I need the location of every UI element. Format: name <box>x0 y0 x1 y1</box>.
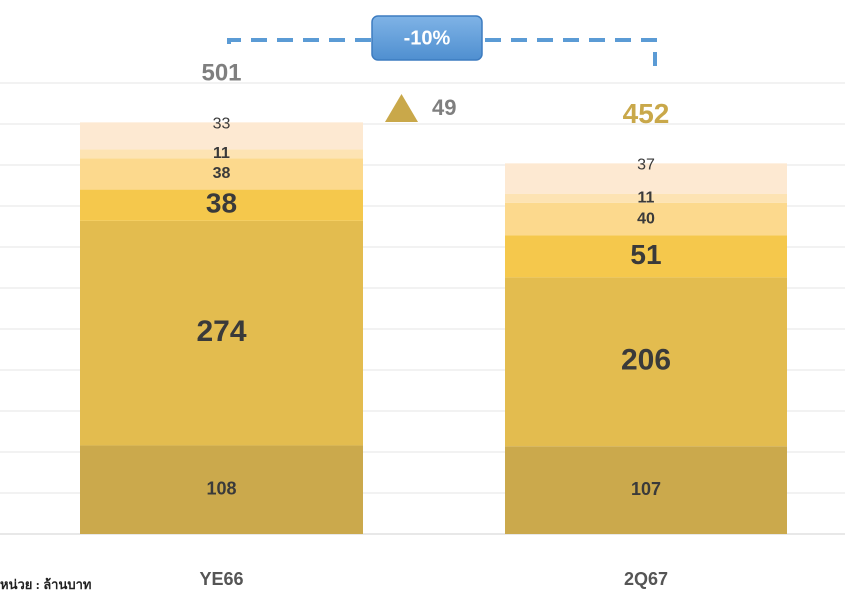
bar-segment <box>505 277 787 447</box>
unit-label: หน่วย : ล้านบาท <box>0 577 91 592</box>
bar-segment <box>80 445 363 534</box>
segment-label: 11 <box>638 189 655 206</box>
change-box <box>371 15 483 61</box>
segment-label: 38 <box>213 165 231 182</box>
segment-label: 108 <box>206 478 236 498</box>
segment-label: 38 <box>206 188 237 219</box>
segment-label: 37 <box>637 157 655 174</box>
bar-segment <box>80 220 363 446</box>
segment-label: 206 <box>621 344 671 377</box>
segment-label: 51 <box>630 239 661 270</box>
change-label: -10% <box>404 27 451 49</box>
segment-label: 274 <box>196 315 246 348</box>
bar-segment <box>505 202 787 236</box>
bars <box>80 122 787 534</box>
bar-segment <box>505 235 787 278</box>
segment-label: 33 <box>213 116 231 133</box>
bar-segment <box>80 189 363 221</box>
segment-label: 11 <box>213 145 230 162</box>
bar-segment <box>80 149 363 159</box>
difference-label: 49 <box>432 95 456 120</box>
bar-segment <box>80 158 363 190</box>
x-tick-label: YE66 <box>199 569 243 589</box>
bar-segment <box>505 193 787 203</box>
x-tick-label: 2Q67 <box>624 569 668 589</box>
bar-segment <box>80 122 363 150</box>
difference-icon <box>385 94 418 122</box>
segment-label: 40 <box>637 210 655 227</box>
segment-label: 107 <box>631 479 661 499</box>
bar-segment <box>505 163 787 194</box>
total-label: 452 <box>623 98 670 129</box>
total-label: 501 <box>201 60 241 87</box>
bar-segment <box>505 446 787 534</box>
